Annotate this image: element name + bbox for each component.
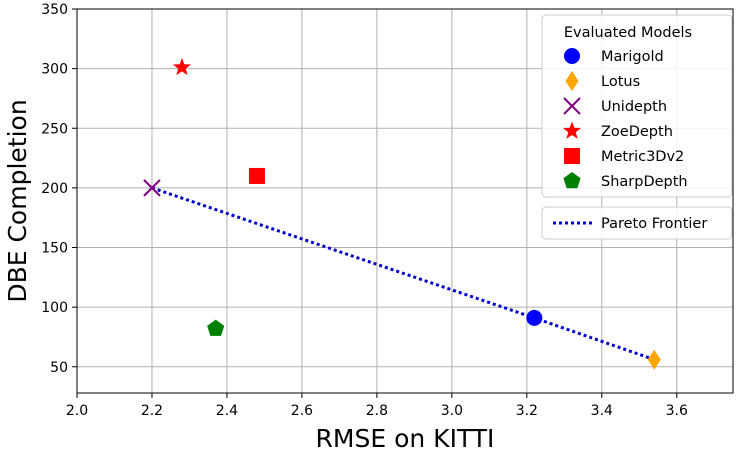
point-marigold <box>526 309 543 326</box>
x-tick-label: 3.4 <box>591 403 613 419</box>
y-tick-label: 150 <box>41 241 68 257</box>
legend-marker-lotus <box>565 71 579 91</box>
x-tick-label: 2.6 <box>291 403 313 419</box>
point-sharpdepth <box>207 319 225 336</box>
legend-marker-metric3dv2 <box>564 148 580 164</box>
x-tick-label: 3.0 <box>441 403 463 419</box>
legend-marker-sharpdepth <box>563 172 581 189</box>
x-tick-label: 2.0 <box>66 403 88 419</box>
legend-label: SharpDepth <box>601 174 688 190</box>
legend-label: Lotus <box>601 74 640 90</box>
legend-models: Evaluated Models Marigold Lotus Unidepth Zo… <box>541 14 733 198</box>
x-axis-ticks: 2.0 2.2 2.4 2.6 2.8 3.0 3.2 3.4 3.6 <box>66 393 688 419</box>
x-tick-label: 2.4 <box>216 403 238 419</box>
y-tick-label: 50 <box>50 360 68 376</box>
y-tick-label: 300 <box>41 62 68 78</box>
point-zoedepth <box>172 57 191 76</box>
legend-label: ZoeDepth <box>601 124 673 140</box>
data-points <box>143 57 661 370</box>
legend-models-box <box>541 14 733 198</box>
legend-label: Unidepth <box>601 99 667 115</box>
plot-frame <box>76 8 734 394</box>
y-axis-title: DBE Completion <box>3 99 32 302</box>
legend-title: Evaluated Models <box>564 25 692 41</box>
legend-marker-unidepth <box>563 97 581 115</box>
legend-frontier-label: Pareto Frontier <box>601 216 707 232</box>
y-tick-label: 200 <box>41 181 68 197</box>
legend-marker-zoedepth <box>562 121 582 139</box>
y-axis-ticks: 50 100 150 200 250 300 350 <box>41 2 77 376</box>
x-tick-label: 2.8 <box>366 403 388 419</box>
legend-label: Marigold <box>601 49 664 65</box>
x-tick-label: 3.6 <box>666 403 688 419</box>
legend-frontier: Pareto Frontier <box>541 206 733 240</box>
y-tick-label: 350 <box>41 2 68 18</box>
legend-label: Metric3Dv2 <box>601 149 684 165</box>
y-tick-label: 100 <box>41 300 68 316</box>
x-tick-label: 3.2 <box>516 403 538 419</box>
legend-frontier-box <box>541 206 733 240</box>
x-axis-title: RMSE on KITTI <box>316 424 495 451</box>
legend-entries: Marigold Lotus Unidepth ZoeDepth Metric3Dv2 S… <box>562 48 688 190</box>
x-tick-label: 2.2 <box>141 403 163 419</box>
y-tick-label: 250 <box>41 121 68 137</box>
point-metric3dv2 <box>248 167 265 184</box>
point-unidepth <box>143 179 161 197</box>
point-lotus <box>647 349 661 370</box>
legend-marker-marigold <box>564 48 580 64</box>
